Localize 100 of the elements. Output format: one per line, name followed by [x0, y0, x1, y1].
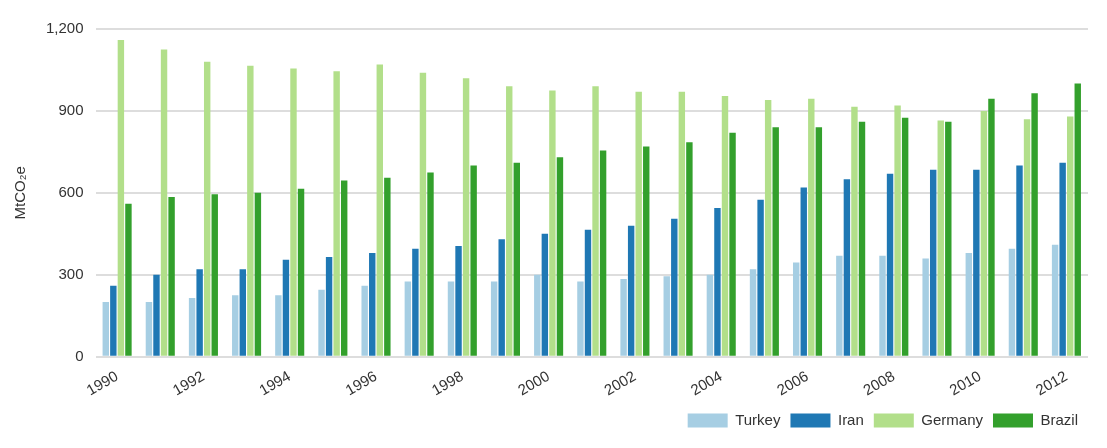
bar	[643, 146, 650, 356]
bar	[145, 302, 153, 356]
bar	[153, 274, 160, 356]
bar	[340, 180, 348, 356]
bar	[1066, 116, 1074, 356]
bar	[196, 269, 203, 356]
bar	[772, 127, 779, 356]
bar	[211, 194, 218, 356]
bar	[577, 281, 584, 356]
bar	[843, 179, 851, 356]
bar	[686, 142, 693, 356]
bar	[620, 278, 627, 356]
bar	[800, 187, 807, 356]
bar	[110, 285, 117, 356]
bar	[901, 117, 909, 356]
bar	[404, 281, 412, 356]
x-tick-label: 2006	[773, 366, 812, 399]
bar	[556, 157, 564, 356]
bar	[117, 39, 125, 356]
bar	[894, 105, 901, 356]
x-tick-label: 1992	[169, 366, 207, 399]
bar	[599, 150, 607, 356]
bar	[125, 203, 132, 356]
bar	[1031, 93, 1038, 356]
bar	[671, 218, 678, 356]
bar	[980, 110, 988, 356]
bar	[965, 252, 973, 356]
bar	[361, 285, 368, 356]
bar	[290, 68, 297, 356]
bar	[427, 172, 434, 356]
bar	[858, 121, 866, 356]
y-tick-label: 0	[75, 346, 84, 364]
bar	[635, 91, 642, 356]
bar	[369, 252, 376, 356]
y-tick-label: 600	[58, 183, 84, 200]
bar	[490, 281, 498, 356]
bar	[729, 132, 736, 356]
bar	[836, 255, 843, 356]
bar	[534, 274, 541, 356]
bar	[376, 64, 383, 356]
legend-label: Iran	[837, 410, 864, 428]
bar	[325, 257, 333, 356]
x-tick-label: 1994	[255, 366, 294, 399]
bar	[851, 106, 858, 356]
x-tick-label: 1996	[342, 366, 380, 399]
x-tick-label: 2008	[860, 366, 898, 399]
bar	[1023, 119, 1031, 356]
bar	[419, 72, 427, 356]
bar	[188, 298, 196, 356]
bar	[627, 225, 635, 356]
bar	[815, 127, 823, 356]
bar	[541, 233, 549, 356]
bar	[513, 162, 520, 356]
y-tick-label: 900	[58, 101, 84, 119]
bar	[203, 61, 211, 356]
bar	[879, 255, 886, 356]
bar	[808, 98, 815, 356]
bar	[764, 100, 772, 356]
bar	[592, 86, 599, 356]
bar	[239, 269, 246, 356]
bar	[498, 239, 505, 356]
bar	[721, 95, 729, 356]
bar	[247, 65, 254, 356]
y-tick-label: 300	[58, 264, 84, 282]
x-tick-label: 2002	[601, 366, 639, 399]
x-tick-label: 1998	[428, 366, 466, 399]
x-tick-label: 1990	[83, 366, 121, 399]
legend-label: Germany	[921, 410, 984, 428]
bar	[333, 71, 340, 356]
bar	[254, 192, 262, 356]
legend-label: Turkey	[735, 410, 781, 428]
bar	[1051, 244, 1059, 356]
bar	[945, 121, 952, 356]
y-axis-title: MtCO₂e	[11, 166, 29, 220]
bar	[1008, 248, 1016, 356]
bar	[506, 86, 513, 356]
bar	[232, 295, 239, 356]
bar	[102, 302, 109, 356]
bar	[757, 199, 764, 356]
bar	[384, 177, 391, 356]
bar	[678, 91, 686, 356]
bar	[168, 196, 175, 356]
x-tick-label: 2012	[1032, 366, 1070, 399]
bar	[937, 120, 944, 356]
bar	[297, 188, 305, 356]
bar	[792, 262, 800, 356]
bar	[455, 246, 462, 356]
bar	[318, 289, 325, 356]
bar	[160, 49, 168, 356]
bar	[663, 276, 670, 356]
x-tick-label: 2000	[514, 366, 553, 399]
bar	[1016, 165, 1023, 356]
bar	[282, 259, 290, 356]
bar	[929, 169, 937, 356]
x-tick-label: 2004	[687, 366, 725, 399]
legend-label: Brazil	[1040, 410, 1079, 428]
bar	[584, 229, 592, 356]
bar	[1059, 162, 1066, 356]
bar	[447, 281, 455, 356]
bar	[462, 78, 470, 356]
